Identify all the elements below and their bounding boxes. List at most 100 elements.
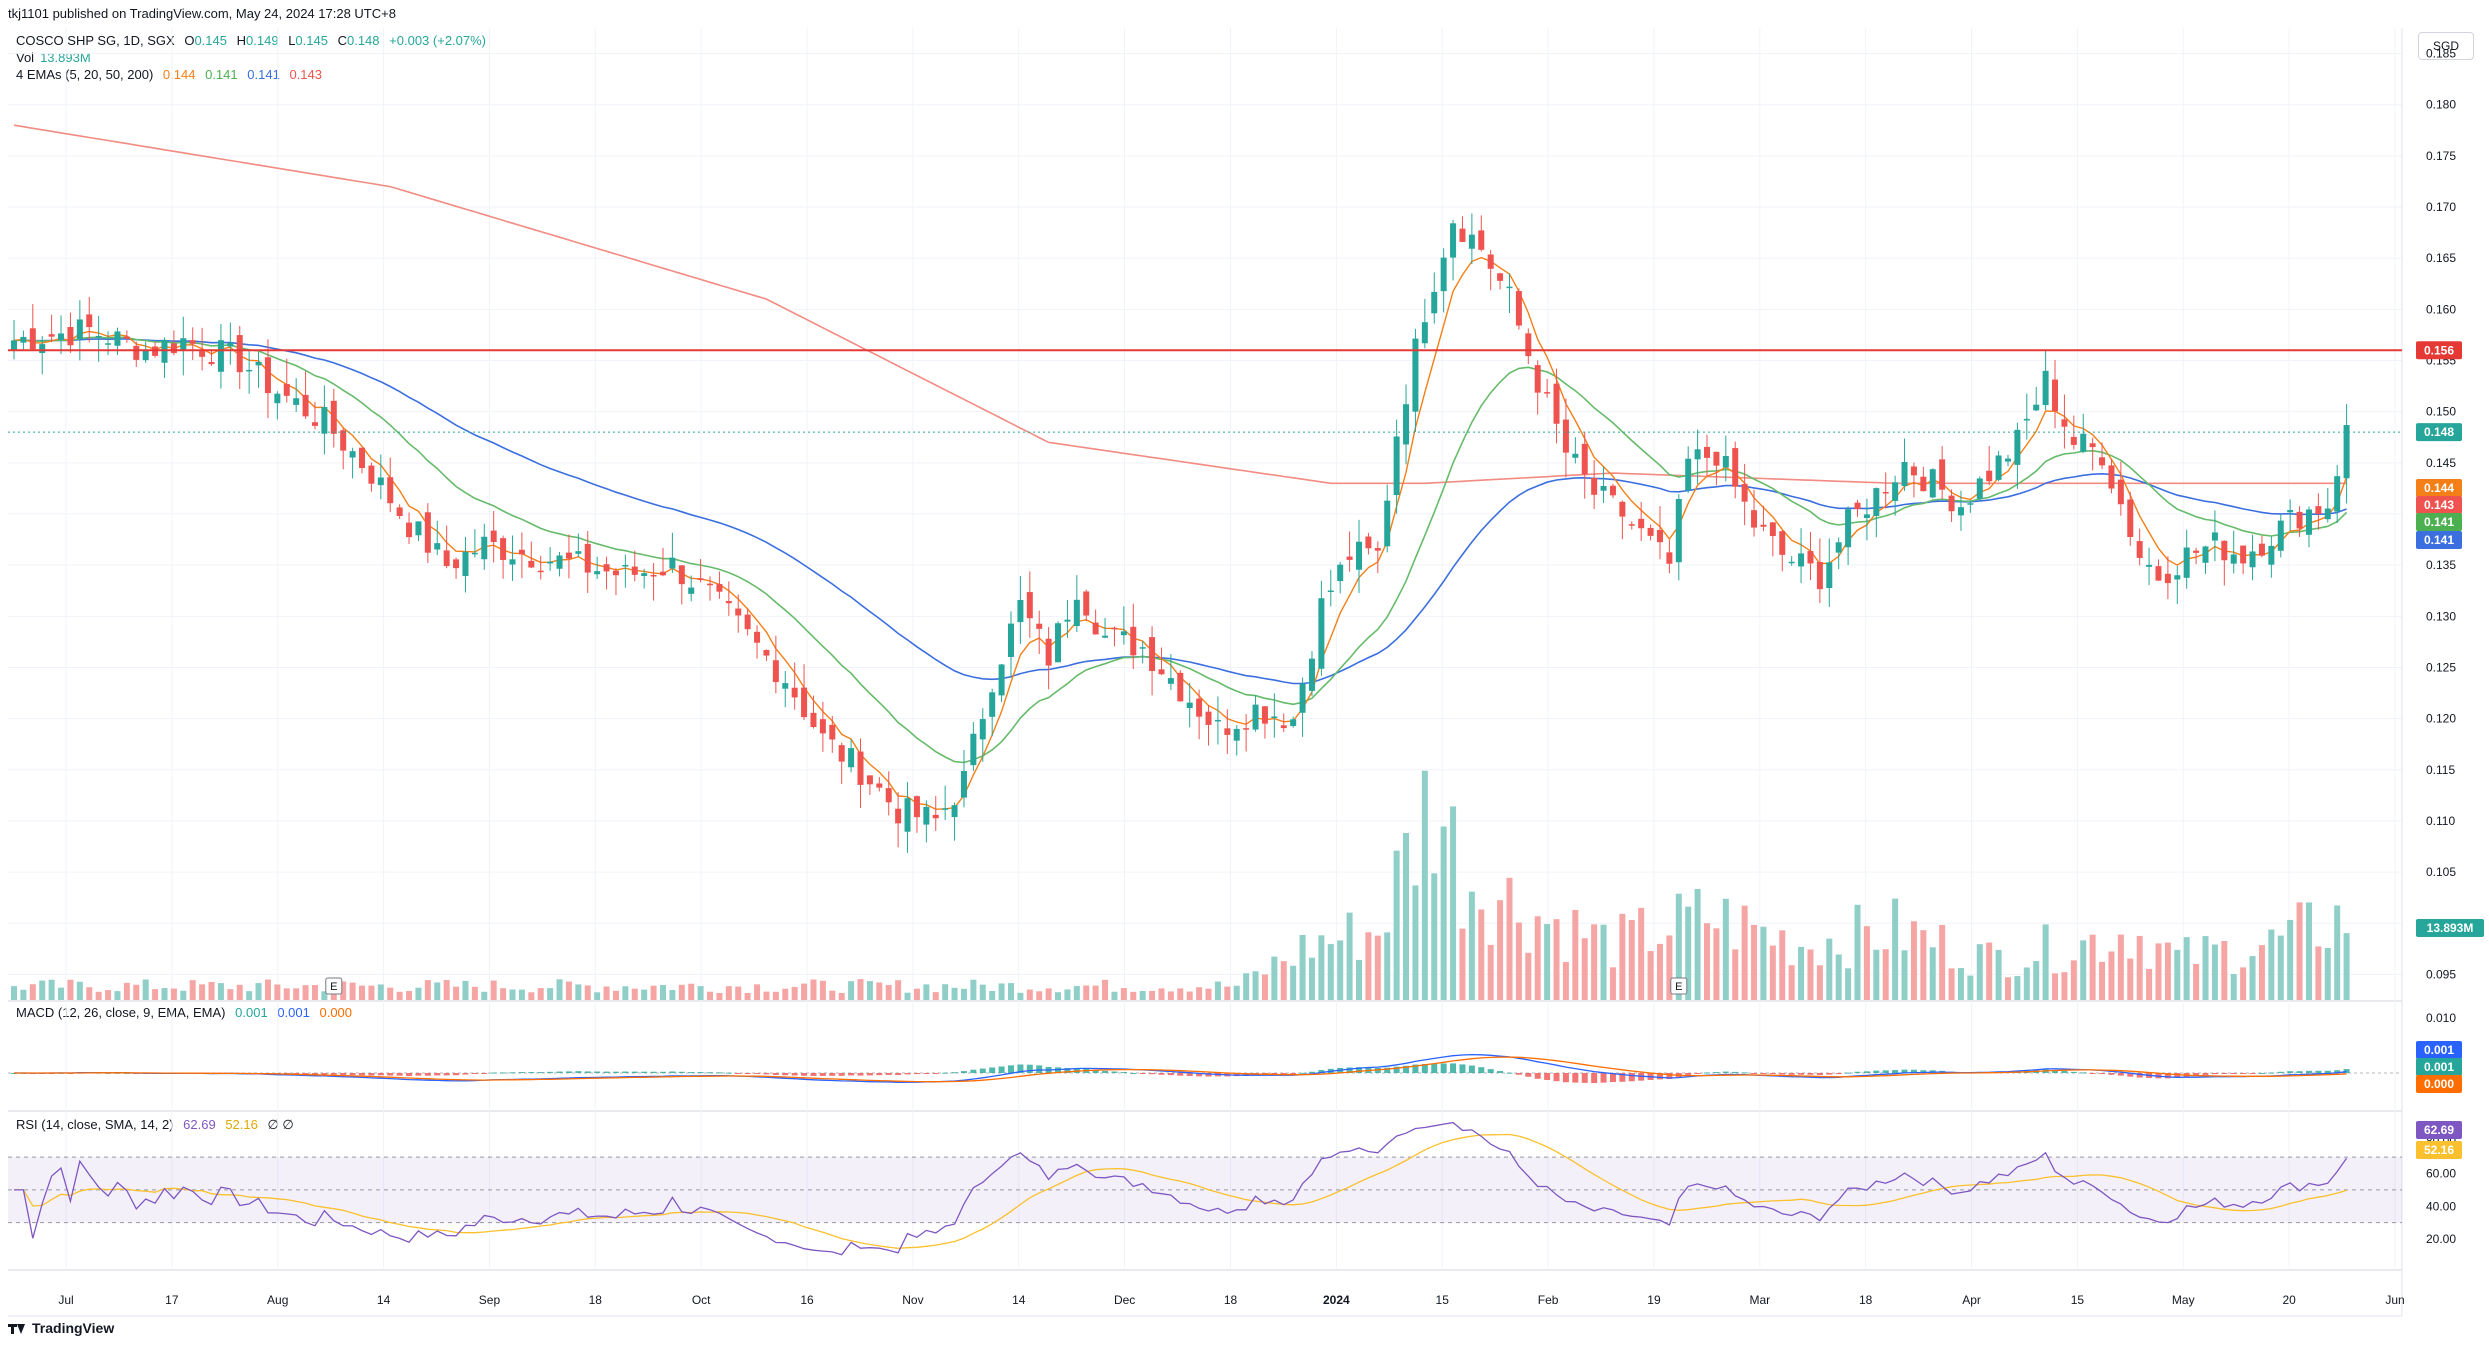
candle-body	[2193, 550, 2200, 553]
time-tick-label: 18	[1224, 1293, 1238, 1307]
symbol-title[interactable]: COSCO SHP SG, 1D, SGX	[16, 33, 175, 48]
macd-histogram-bar	[1553, 1073, 1560, 1082]
macd-histogram-bar	[415, 1073, 422, 1076]
rsi-legend[interactable]: RSI (14, close, SMA, 14, 2) 62.69 52.16 …	[16, 1117, 294, 1132]
macd-histogram-bar	[612, 1071, 619, 1073]
volume-bar	[829, 990, 836, 1000]
volume-bar	[86, 987, 93, 1000]
tradingview-logo-icon	[8, 1322, 26, 1334]
candle-body	[2183, 547, 2190, 578]
candle-body	[2211, 532, 2218, 541]
macd-histogram-bar	[1722, 1071, 1729, 1073]
candle-body	[838, 745, 845, 762]
volume-bar	[603, 986, 610, 1000]
macd-histogram-bar	[1619, 1073, 1626, 1082]
candle-body	[321, 407, 328, 434]
volume-bar	[1487, 944, 1494, 1000]
macd-histogram-bar	[1685, 1073, 1692, 1076]
volume-bar	[1967, 975, 1974, 1000]
price-legend: COSCO SHP SG, 1D, SGX O0.145 H0.149 L0.1…	[16, 33, 498, 48]
candle-body	[1760, 524, 1767, 527]
currency-button[interactable]: SGD	[2418, 32, 2474, 60]
candle-body	[1412, 338, 1419, 412]
volume-bar	[453, 986, 460, 1000]
volume-bar	[406, 991, 413, 1000]
candle-body	[170, 343, 177, 354]
candle-body	[415, 521, 422, 536]
volume-bar	[772, 991, 779, 1000]
candle-body	[1130, 626, 1137, 656]
macd-histogram-bar	[509, 1072, 516, 1074]
volume-bar	[1591, 924, 1598, 1000]
ema-badge	[2416, 513, 2462, 531]
candle-body	[782, 683, 789, 689]
candle-body	[1948, 495, 1955, 512]
candle-body	[1656, 529, 1663, 543]
candle-body	[998, 664, 1005, 696]
volume-bar	[904, 992, 911, 1000]
candle-body	[2080, 433, 2087, 452]
candle-body	[1713, 451, 1720, 466]
macd-histogram-bar	[368, 1073, 375, 1076]
volume-bar	[2014, 976, 2021, 1000]
macd-histogram-bar	[970, 1069, 977, 1073]
candle-body	[1901, 461, 1908, 486]
candle-body	[1798, 553, 1805, 567]
macd-histogram-bar	[923, 1073, 930, 1074]
volume-bar	[1779, 930, 1786, 1000]
candle-body	[1910, 466, 1917, 476]
volume-bar	[1421, 770, 1428, 1000]
volume-bar	[142, 979, 149, 1000]
volume-bar	[716, 992, 723, 1000]
candle-body	[58, 333, 65, 340]
macd-histogram-bar	[2099, 1073, 2106, 1074]
brand-name: TradingView	[32, 1320, 115, 1336]
volume-bar	[735, 986, 742, 1000]
macd-histogram-bar	[763, 1073, 770, 1075]
candle-body	[1149, 637, 1156, 671]
candle-body	[2343, 425, 2350, 479]
volume-bar	[387, 987, 394, 1000]
candle-body	[1421, 322, 1428, 344]
candle-body	[688, 587, 695, 594]
candle-body	[1685, 458, 1692, 491]
macd-histogram-bar	[951, 1072, 958, 1074]
rsi-tick-label: 40.00	[2426, 1199, 2456, 1213]
volume-bar	[2240, 967, 2247, 1000]
volume-bar	[763, 991, 770, 1000]
macd-histogram-bar	[556, 1071, 563, 1073]
volume-bar	[1769, 945, 1776, 1000]
macd-histogram-bar	[1892, 1070, 1899, 1073]
candle-body	[707, 583, 714, 586]
macd-histogram-bar	[1572, 1073, 1579, 1083]
macd-histogram-bar	[641, 1071, 648, 1073]
candle-body	[227, 342, 234, 347]
volume-bar	[76, 981, 83, 1000]
candle-body	[1224, 728, 1231, 735]
volume-bar	[998, 983, 1005, 1000]
candle-body	[387, 477, 394, 504]
macd-histogram-bar	[2202, 1073, 2209, 1076]
volume-bar	[1431, 873, 1438, 1000]
volume-bar	[471, 986, 478, 1000]
macd-histogram-bar	[443, 1073, 450, 1076]
macd-histogram-bar	[932, 1073, 939, 1074]
volume-bar	[1233, 985, 1240, 1000]
time-tick-label: Mar	[1749, 1293, 1770, 1307]
macd-histogram-bar	[2230, 1073, 2237, 1074]
macd-badge	[2416, 1041, 2462, 1059]
candle-body	[1064, 619, 1071, 622]
candle-body	[2042, 370, 2049, 406]
candle-body	[960, 771, 967, 798]
macd-histogram-bar	[424, 1073, 431, 1076]
macd-histogram-bar	[1421, 1063, 1428, 1073]
volume-bar	[1732, 949, 1739, 1000]
ema-badge-label: 0.141	[2424, 515, 2454, 529]
ema-legend[interactable]: 4 EMAs (5, 20, 50, 200) 0.144 0.141 0.14…	[16, 67, 322, 82]
time-tick-label: 15	[1436, 1293, 1450, 1307]
candle-body	[1835, 542, 1842, 553]
macd-histogram-bar	[1036, 1065, 1043, 1073]
macd-legend[interactable]: MACD (12, 26, close, 9, EMA, EMA) 0.001 …	[16, 1005, 353, 1020]
candle-body	[2004, 458, 2011, 462]
